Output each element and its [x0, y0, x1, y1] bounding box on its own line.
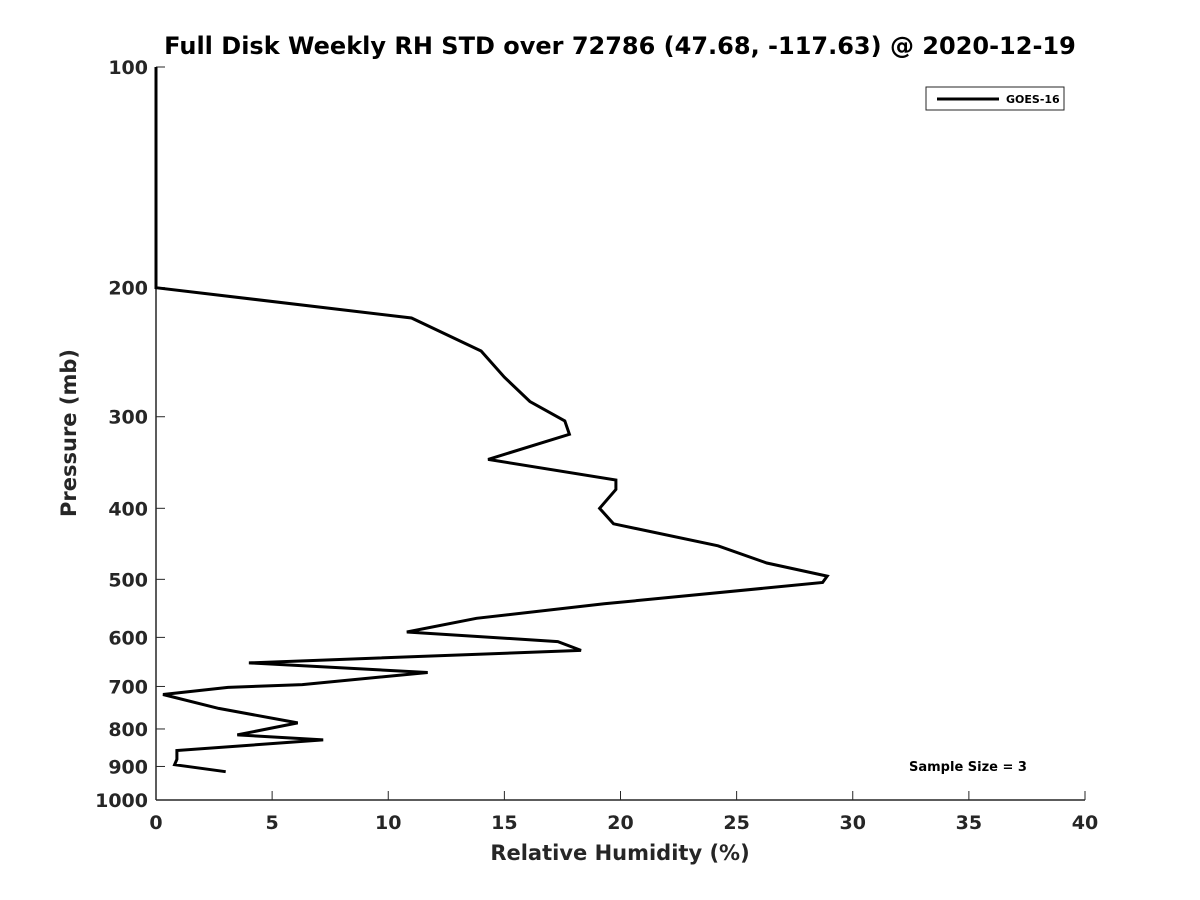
series-line-goes-16 [154, 67, 830, 774]
y-tick-label: 1000 [95, 790, 148, 812]
x-tick-label: 20 [607, 812, 633, 834]
legend-label-goes-16: GOES-16 [1006, 93, 1060, 106]
y-tick-label: 600 [108, 627, 148, 649]
y-tick-label: 200 [108, 278, 148, 300]
y-tick-label: 700 [108, 676, 148, 698]
plot-area: 0 5 10 15 20 25 30 35 40 100 200 300 400 500 600 700 800… [95, 57, 1098, 834]
y-tick-label: 300 [108, 407, 148, 429]
y-tick-label: 100 [108, 57, 148, 79]
y-tick-label: 400 [108, 498, 148, 520]
y-tick-label: 500 [108, 569, 148, 591]
chart-title: Full Disk Weekly RH STD over 72786 (47.6… [164, 32, 1076, 60]
y-tick-label: 900 [108, 756, 148, 778]
x-tick-label: 30 [840, 812, 866, 834]
x-axis-label: Relative Humidity (%) [490, 841, 749, 865]
y-axis-label: Pressure (mb) [57, 349, 81, 517]
x-tick-label: 5 [266, 812, 279, 834]
y-tick-label: 800 [108, 719, 148, 741]
x-tick-label: 15 [491, 812, 517, 834]
x-tick-label: 25 [723, 812, 749, 834]
legend: GOES-16 [925, 86, 1065, 111]
sample-size-annotation: Sample Size = 3 [909, 760, 1027, 775]
x-tick-label: 10 [375, 812, 401, 834]
x-tick-label: 0 [149, 812, 162, 834]
x-tick-label: 35 [956, 812, 982, 834]
x-tick-label: 40 [1072, 812, 1098, 834]
